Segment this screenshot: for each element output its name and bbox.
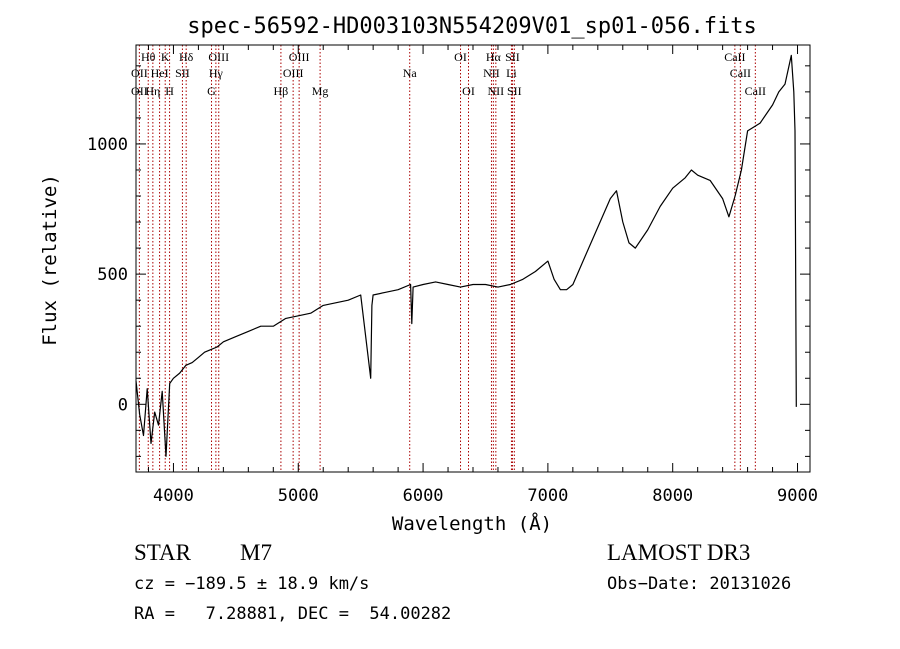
line-label-2-8: SII (507, 84, 522, 98)
object-class: STAR (134, 540, 191, 565)
chart-title: spec-56592-HD003103N554209V01_sp01-056.f… (187, 14, 757, 39)
line-label-2-7: NII (488, 84, 505, 98)
line-label-1-7: Li (506, 66, 517, 80)
line-label-0-1: K (161, 50, 170, 64)
line-label-2-1: Hη (145, 84, 160, 98)
line-label-1-1: HeI (151, 66, 169, 80)
line-label-0-8: CaII (724, 50, 745, 64)
line-label-1-8: CaII (730, 66, 751, 80)
x-tick-label-1: 5000 (278, 486, 319, 506)
line-label-0-6: Hα (486, 50, 502, 64)
x-tick-label-4: 8000 (652, 486, 693, 506)
line-label-2-6: OI (462, 84, 475, 98)
y-tick-label-0: 0 (118, 395, 128, 415)
line-label-1-0: OII (131, 66, 148, 80)
line-label-2-5: Mg (312, 84, 329, 98)
line-label-1-3: Hγ (209, 66, 224, 80)
line-label-1-5: Na (403, 66, 418, 80)
line-label-0-3: OIII (208, 50, 229, 64)
y-axis-label: Flux (relative) (39, 174, 61, 346)
line-label-2-4: Hβ (274, 84, 289, 98)
spectral-line-markers (138, 45, 756, 472)
line-label-0-4: OIII (289, 50, 310, 64)
y-tick-label-1: 500 (97, 265, 128, 285)
line-label-1-6: NII (483, 66, 500, 80)
axis-ticks: 4000 5000 6000 7000 8000 9000 0 500 1000 (87, 45, 818, 506)
survey-name: LAMOST DR3 (607, 540, 751, 565)
line-label-2-3: G (207, 84, 216, 98)
line-label-0-0: Hθ (141, 50, 156, 64)
x-tick-label-3: 7000 (527, 486, 568, 506)
x-axis-label: Wavelength (Å) (392, 512, 552, 535)
plot-frame (135, 44, 811, 473)
spectrum-series (135, 54, 797, 457)
redshift-velocity: cz = −189.5 ± 18.9 km/s (134, 574, 370, 594)
x-tick-label-0: 4000 (153, 486, 194, 506)
line-label-0-2: Hδ (179, 50, 194, 64)
line-label-1-2: SII (175, 66, 190, 80)
line-label-1-4: OIII (283, 66, 304, 80)
observation-date: Obs−Date: 20131026 (607, 574, 792, 594)
line-label-0-7: SII (505, 50, 520, 64)
x-tick-label-2: 6000 (403, 486, 444, 506)
series-flux (135, 54, 797, 457)
line-label-2-0: OII (131, 84, 148, 98)
y-tick-label-2: 1000 (87, 135, 128, 155)
x-tick-label-5: 9000 (777, 486, 818, 506)
line-label-2-9: CaII (745, 84, 766, 98)
line-label-2-2: H (165, 84, 174, 98)
coordinates: RA = 7.28881, DEC = 54.00282 (134, 604, 452, 624)
line-label-0-5: OI (454, 50, 467, 64)
object-subclass: M7 (240, 540, 272, 565)
